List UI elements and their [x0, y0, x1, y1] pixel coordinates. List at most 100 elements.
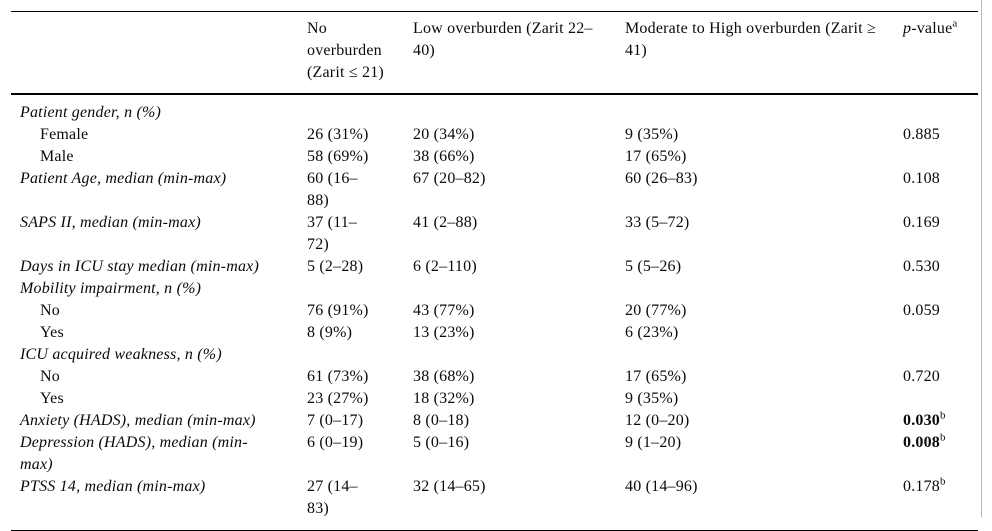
row-label: Patient gender, n (%) [20, 104, 162, 121]
header-row: No overburden (Zarit ≤ 21) Low overburde… [11, 12, 978, 95]
cell-c2: 61 (73%) [307, 368, 369, 385]
cell-p-value: 0.885 [903, 124, 978, 146]
cell-c2: 7 (0–17) [307, 412, 364, 429]
table-row: Days in ICU stay median (min-max) 5 (2–28… [11, 256, 978, 278]
p-value-superscript-b-icon: b [940, 409, 946, 422]
row-label: Depression (HADS), median (min- max) [20, 434, 248, 473]
cell-c4: 60 (26–83) [625, 170, 698, 187]
p-value-text: 0.169 [903, 214, 940, 231]
table-row: Male 58 (69%) 38 (66%) 17 (65%) [11, 146, 978, 168]
cell-c4: 17 (65%) [625, 148, 687, 165]
cell-c3: 18 (32%) [413, 390, 475, 407]
cell-c4: 9 (35%) [625, 390, 679, 407]
header-moderate-high-overburden: Moderate to High overburden (Zarit ≥ 41) [625, 20, 877, 59]
table-row: Yes 23 (27%) 18 (32%) 9 (35%) [11, 388, 978, 410]
cell-c4: 33 (5–72) [625, 214, 690, 231]
cell-c2: 5 (2–28) [307, 258, 364, 275]
table-page: No overburden (Zarit ≤ 21) Low overburde… [11, 11, 978, 531]
p-value-superscript-a-icon: a [952, 17, 958, 30]
overburden-summary-table: No overburden (Zarit ≤ 21) Low overburde… [11, 11, 978, 531]
row-label: Female [40, 126, 89, 143]
table-row: Patient Age, median (min-max) 60 (16– 88)… [11, 168, 978, 212]
cell-c3: 20 (34%) [413, 126, 475, 143]
p-value-label-p: p [903, 20, 912, 37]
p-value-text: 0.720 [903, 368, 940, 385]
table-row: Patient gender, n (%) [11, 94, 978, 124]
row-label: Mobility impairment, n (%) [20, 280, 202, 297]
cell-c2: 6 (0–19) [307, 434, 364, 451]
cell-p-value: 0.530 [903, 256, 978, 278]
p-value-text: 0.108 [903, 170, 940, 187]
cell-c4: 9 (35%) [625, 126, 679, 143]
cell-p-value [903, 322, 978, 344]
row-label: No [40, 368, 60, 385]
cell-p-value: 0.169 [903, 212, 978, 256]
p-value-text: 0.008 [903, 434, 940, 451]
cell-p-value: 0.008b [903, 432, 978, 476]
cell-c3: 38 (66%) [413, 148, 475, 165]
row-label: Anxiety (HADS), median (min-max) [20, 412, 256, 429]
cell-c4: 12 (0–20) [625, 412, 690, 429]
p-value-text: 0.059 [903, 302, 940, 319]
row-label: ICU acquired weakness, n (%) [20, 346, 222, 363]
cell-c3: 38 (68%) [413, 368, 475, 385]
row-label: No [40, 302, 60, 319]
cell-c2: 8 (9%) [307, 324, 353, 341]
cell-p-value [903, 278, 978, 300]
cell-p-value: 0.720 [903, 366, 978, 388]
table-row: Depression (HADS), median (min- max) 6 (0… [11, 432, 978, 476]
p-value-text: 0.030 [903, 412, 940, 429]
cell-p-value [903, 388, 978, 410]
cell-c3 [413, 94, 625, 124]
cell-c4: 6 (23%) [625, 324, 679, 341]
row-label: SAPS II, median (min-max) [20, 214, 201, 231]
cell-c2 [307, 94, 413, 124]
page-edge-line [981, 0, 982, 517]
cell-c4 [625, 278, 903, 300]
cell-c4: 40 (14–96) [625, 478, 698, 495]
header-no-overburden: No overburden (Zarit ≤ 21) [307, 20, 384, 81]
cell-c2: 37 (11– 72) [307, 214, 358, 253]
row-label: PTSS 14, median (min-max) [20, 478, 206, 495]
cell-c2 [307, 344, 413, 366]
header-empty-cell [11, 12, 307, 95]
row-label: Days in ICU stay median (min-max) [20, 258, 259, 275]
cell-c2: 58 (69%) [307, 148, 369, 165]
cell-c4 [625, 344, 903, 366]
p-value-text: 0.530 [903, 258, 940, 275]
cell-c3: 43 (77%) [413, 302, 475, 319]
cell-c2: 23 (27%) [307, 390, 369, 407]
header-p-value: p-valuea [903, 12, 978, 95]
cell-c4: 9 (1–20) [625, 434, 682, 451]
cell-p-value: 0.059 [903, 300, 978, 322]
cell-c3: 13 (23%) [413, 324, 475, 341]
table-row: No 61 (73%) 38 (68%) 17 (65%) 0.720 [11, 366, 978, 388]
cell-p-value [903, 344, 978, 366]
row-label: Patient Age, median (min-max) [20, 170, 227, 187]
p-value-text: 0.178 [903, 478, 940, 495]
table-row: Mobility impairment, n (%) [11, 278, 978, 300]
table-row: PTSS 14, median (min-max) 27 (14– 83) 32 (… [11, 476, 978, 531]
cell-c4 [625, 94, 903, 124]
table-row: SAPS II, median (min-max) 37 (11– 72) 41 (… [11, 212, 978, 256]
row-label: Yes [40, 324, 64, 341]
cell-c2: 60 (16– 88) [307, 170, 358, 209]
p-value-text: 0.885 [903, 126, 940, 143]
table-header: No overburden (Zarit ≤ 21) Low overburde… [11, 12, 978, 95]
cell-c3: 41 (2–88) [413, 214, 478, 231]
cell-c2: 26 (31%) [307, 126, 369, 143]
cell-c4: 17 (65%) [625, 368, 687, 385]
cell-c2 [307, 278, 413, 300]
cell-p-value [903, 146, 978, 168]
row-label: Yes [40, 390, 64, 407]
table-row: Yes 8 (9%) 13 (23%) 6 (23%) [11, 322, 978, 344]
header-low-overburden: Low overburden (Zarit 22– 40) [413, 20, 593, 59]
cell-c3 [413, 278, 625, 300]
cell-c4: 20 (77%) [625, 302, 687, 319]
cell-c2: 27 (14– 83) [307, 478, 358, 517]
table-row: Female 26 (31%) 20 (34%) 9 (35%) 0.885 [11, 124, 978, 146]
cell-p-value: 0.178b [903, 476, 978, 531]
cell-p-value [903, 94, 978, 124]
cell-p-value: 0.108 [903, 168, 978, 212]
table-row: ICU acquired weakness, n (%) [11, 344, 978, 366]
